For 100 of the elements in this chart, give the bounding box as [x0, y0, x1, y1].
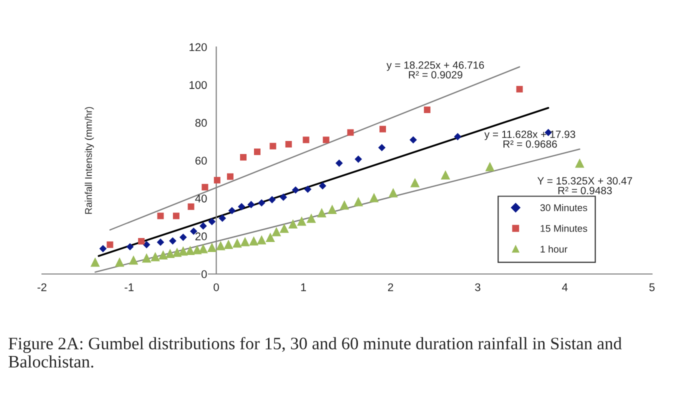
point	[318, 182, 326, 190]
x-tick-label: 3	[475, 283, 480, 292]
point	[169, 237, 176, 245]
y-tick-label: 40	[195, 194, 207, 202]
point	[216, 240, 226, 250]
point	[178, 246, 188, 256]
point	[188, 203, 194, 210]
point	[272, 226, 282, 236]
point	[292, 186, 300, 194]
point	[270, 142, 276, 150]
point	[202, 184, 208, 190]
annotation: y = 11.628x + 17.93 R² = 0.9686	[484, 130, 576, 148]
point	[388, 188, 398, 198]
x-tick-label: 0	[214, 283, 219, 292]
point	[379, 126, 386, 132]
point	[297, 216, 306, 226]
point	[157, 212, 164, 220]
legend-label: 15 Minutes	[540, 224, 588, 232]
point	[179, 234, 187, 241]
point	[240, 236, 250, 246]
point	[266, 232, 275, 242]
point	[328, 204, 337, 214]
point	[440, 170, 450, 180]
point	[335, 159, 343, 167]
x-tick-label: -2	[38, 283, 46, 292]
point	[158, 250, 168, 260]
y-tick-label: 120	[190, 43, 207, 52]
point	[226, 173, 234, 180]
point	[172, 212, 180, 220]
x-tick-label: 4	[562, 283, 568, 292]
y-axis-title: Rainfall Intensity (mm/hr)	[84, 107, 94, 214]
point	[288, 219, 298, 229]
point	[150, 252, 160, 262]
x-tick-label: 2	[388, 283, 394, 292]
y-tick-label: 100	[190, 81, 207, 89]
point	[304, 186, 312, 193]
point	[240, 154, 247, 161]
point	[485, 162, 495, 172]
point	[516, 86, 523, 92]
point	[410, 178, 420, 188]
point	[218, 214, 226, 222]
point	[128, 255, 138, 265]
x-tick-label: 5	[649, 283, 655, 292]
point	[198, 244, 208, 254]
point	[142, 241, 150, 248]
point	[454, 132, 462, 140]
point	[228, 206, 236, 214]
point	[192, 244, 202, 254]
point	[280, 194, 288, 201]
point	[340, 200, 350, 210]
point	[280, 224, 289, 233]
point	[302, 136, 310, 144]
point	[90, 257, 100, 267]
point	[254, 148, 260, 156]
point	[156, 238, 164, 246]
legend-label: 1 hour	[540, 245, 568, 253]
y-tick-label: 0	[202, 270, 207, 278]
point	[369, 192, 379, 202]
point	[190, 228, 198, 235]
caption: Figure 2A: Gumbel distributions for 15, 30 and 60 minute duration rainfall in Sistan and Balochistan.	[8, 336, 622, 368]
y-tick-label: 20	[195, 232, 207, 240]
point	[114, 257, 124, 267]
point	[208, 218, 216, 226]
annotation: Y = 15.325X + 30.47 R² = 0.9483	[537, 177, 632, 194]
point	[378, 144, 386, 152]
point	[354, 196, 363, 206]
point	[575, 158, 584, 168]
annotation: y = 18.225x + 46.716 R² = 0.9029	[386, 61, 484, 78]
point	[165, 248, 175, 258]
point	[317, 208, 326, 218]
point	[322, 136, 330, 144]
point	[214, 176, 220, 184]
point	[207, 242, 217, 252]
point	[106, 241, 114, 248]
point	[410, 136, 417, 144]
point	[138, 238, 145, 245]
point	[99, 244, 107, 252]
point	[238, 202, 246, 210]
point	[126, 243, 134, 250]
point	[249, 236, 258, 246]
x-tick-label: -1	[124, 283, 134, 292]
y-tick-label: 60	[195, 156, 207, 165]
point	[224, 240, 234, 249]
y-tick-label: 80	[195, 118, 207, 127]
x-tick-label: 1	[301, 283, 306, 292]
point	[258, 199, 266, 207]
legend-label: 30 Minutes	[540, 204, 588, 212]
point	[200, 222, 207, 230]
point	[142, 253, 152, 263]
point	[424, 106, 430, 114]
point	[354, 156, 362, 163]
point	[172, 248, 182, 257]
point	[185, 246, 195, 256]
point	[232, 238, 242, 248]
point	[285, 140, 292, 148]
point	[247, 200, 255, 208]
point	[306, 214, 316, 223]
point	[268, 196, 276, 204]
point	[256, 235, 266, 244]
point	[347, 129, 354, 136]
